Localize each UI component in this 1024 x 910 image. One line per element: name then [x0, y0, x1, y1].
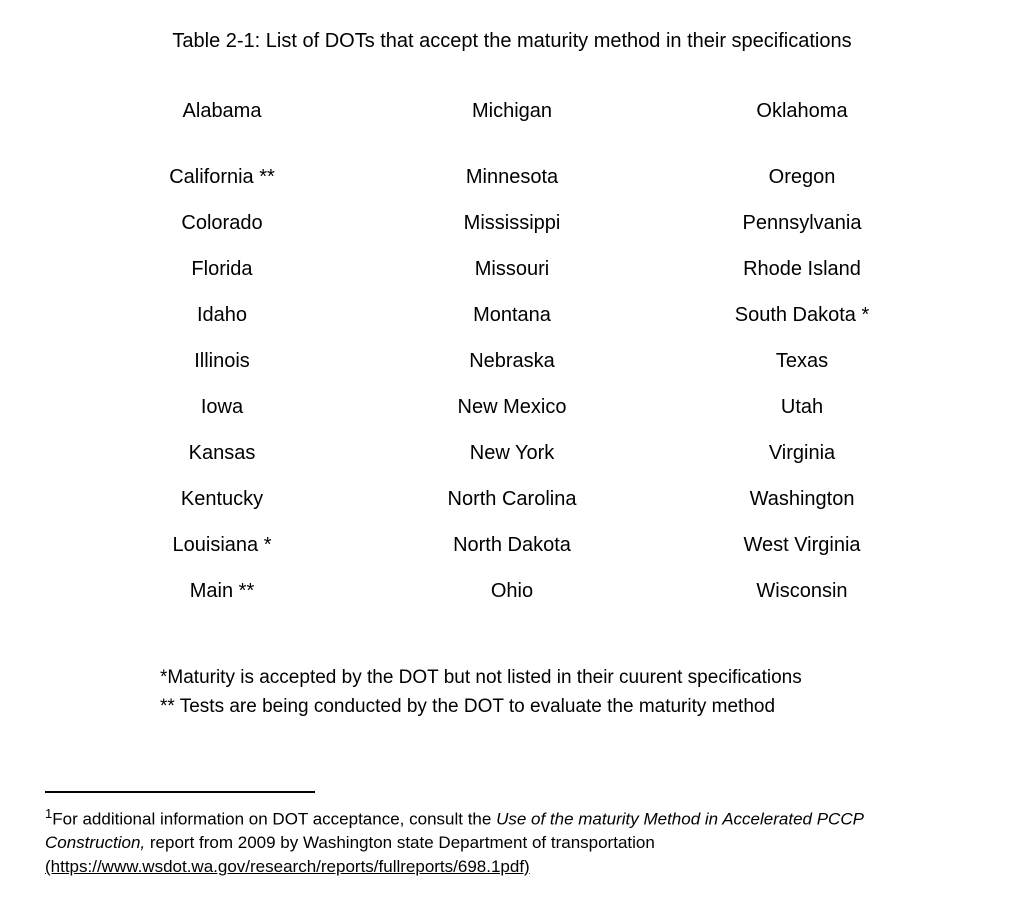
state-cell: Missouri	[475, 246, 549, 292]
state-cell: California **	[169, 154, 275, 200]
state-cell: Louisiana *	[173, 522, 272, 568]
state-cell: Colorado	[181, 200, 262, 246]
table-column-1: Alabama California ** Colorado Florida I…	[122, 88, 322, 614]
state-cell: Kentucky	[181, 476, 263, 522]
state-cell: South Dakota *	[735, 292, 870, 338]
state-cell: West Virginia	[743, 522, 860, 568]
state-cell: Ohio	[491, 568, 533, 614]
state-cell: Michigan	[472, 88, 552, 134]
footnote-middle: report from 2009 by Washington state Dep…	[145, 833, 655, 852]
state-cell: Pennsylvania	[743, 200, 862, 246]
state-cell: Wisconsin	[756, 568, 847, 614]
states-table: Alabama California ** Colorado Florida I…	[40, 88, 984, 614]
state-cell: Alabama	[183, 88, 262, 134]
state-cell: Washington	[750, 476, 855, 522]
state-cell: Utah	[781, 384, 823, 430]
table-column-2: Michigan Minnesota Mississippi Missouri …	[412, 88, 612, 614]
state-cell: Oregon	[769, 154, 836, 200]
state-cell: Kansas	[189, 430, 256, 476]
state-cell: Virginia	[769, 430, 835, 476]
state-cell: Illinois	[194, 338, 250, 384]
state-cell: Main **	[190, 568, 254, 614]
state-cell: North Carolina	[448, 476, 577, 522]
state-cell: Florida	[191, 246, 252, 292]
state-cell: Idaho	[197, 292, 247, 338]
table-notes: *Maturity is accepted by the DOT but not…	[160, 664, 984, 721]
state-cell: Minnesota	[466, 154, 558, 200]
state-cell: Oklahoma	[756, 88, 847, 134]
state-cell: Iowa	[201, 384, 243, 430]
state-cell: North Dakota	[453, 522, 571, 568]
state-cell: New York	[470, 430, 555, 476]
footnote: 1For additional information on DOT accep…	[45, 805, 984, 879]
table-column-3: Oklahoma Oregon Pennsylvania Rhode Islan…	[702, 88, 902, 614]
state-cell: Montana	[473, 292, 551, 338]
table-title: Table 2-1: List of DOTs that accept the …	[40, 30, 984, 53]
footnote-divider	[45, 791, 315, 793]
note-double-asterisk: ** Tests are being conducted by the DOT …	[160, 693, 984, 722]
state-cell: Texas	[776, 338, 828, 384]
state-cell: Mississippi	[464, 200, 561, 246]
state-cell: New Mexico	[458, 384, 567, 430]
note-asterisk: *Maturity is accepted by the DOT but not…	[160, 664, 984, 693]
state-cell: Nebraska	[469, 338, 555, 384]
state-cell: Rhode Island	[743, 246, 861, 292]
footnote-prefix: For additional information on DOT accept…	[52, 810, 496, 829]
footnote-url: (https://www.wsdot.wa.gov/research/repor…	[45, 857, 530, 876]
